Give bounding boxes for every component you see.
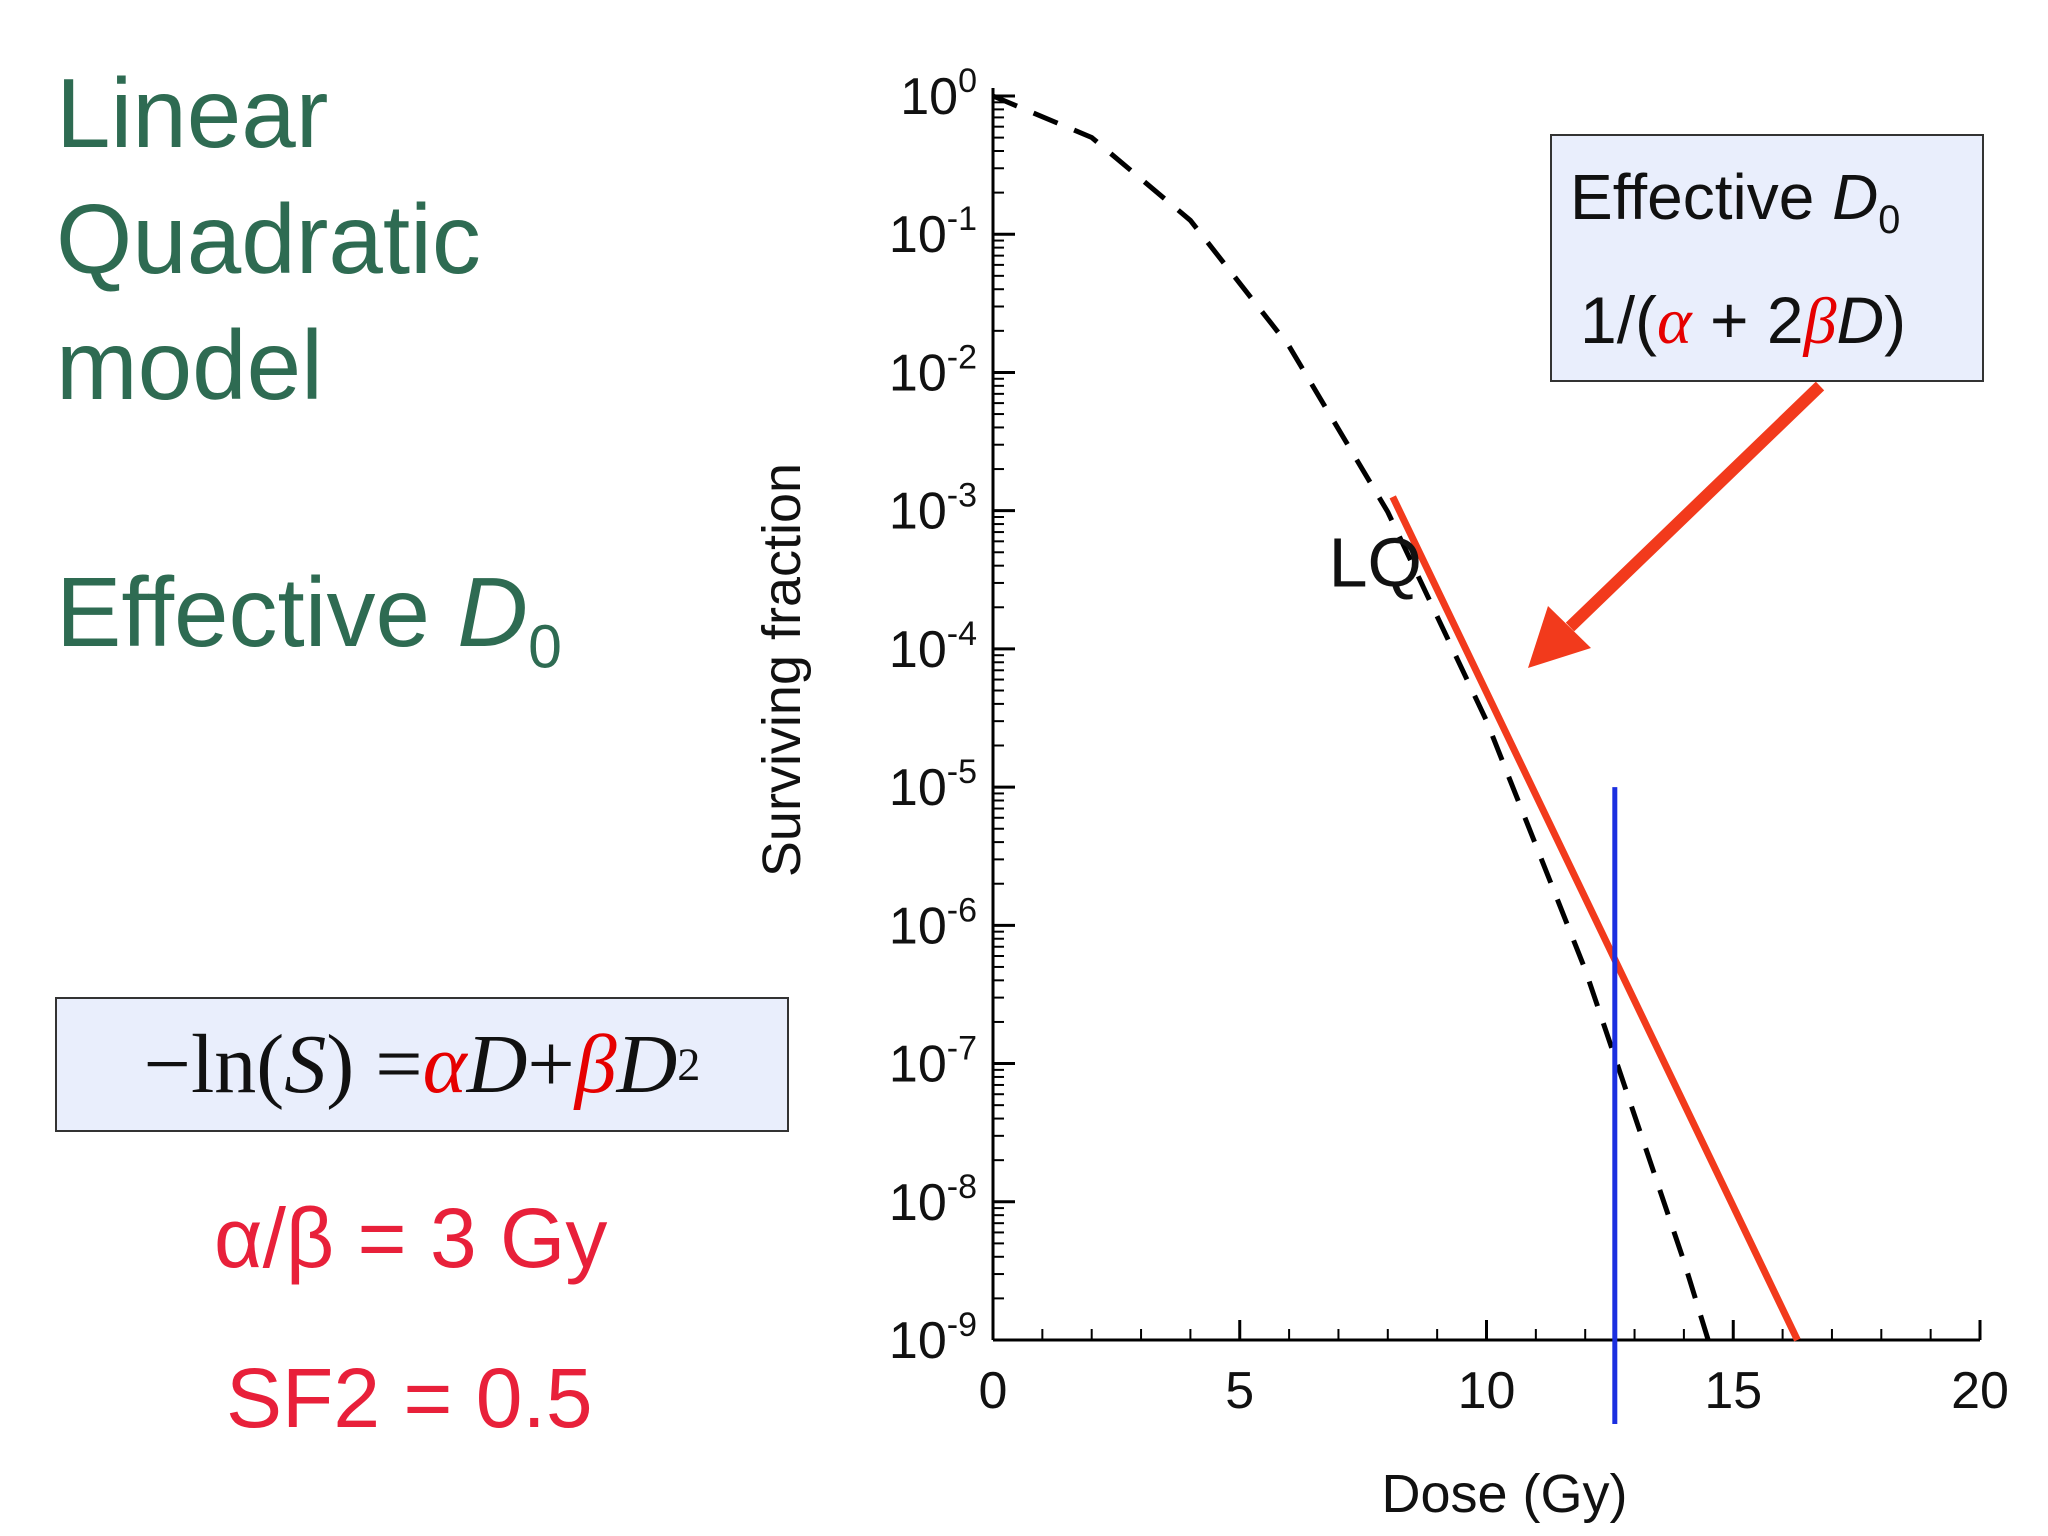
x-tick-label: 10 [1458,1362,1516,1420]
eq-close: ) = [326,1018,423,1111]
y-axis-label: Surviving fraction [752,463,812,877]
effective-d0-heading: Effective D0 [56,556,562,681]
x-axis-label: Dose (Gy) [1381,1464,1627,1524]
y-tick-label: 10-1 [889,200,977,264]
title-line-2: Quadratic [56,184,481,294]
eq-lhs: −ln( [143,1018,285,1111]
y-tick-label: 10-5 [889,753,977,817]
y-tick-label: 10-2 [889,338,977,402]
alpha-beta-ratio: α/β = 3 Gy [214,1191,608,1285]
y-tick-label: 10-3 [889,477,977,541]
effective-symbol: D [457,557,529,667]
annotation-arrow-head [1528,606,1591,668]
eq-plus: + [527,1018,575,1111]
title-line-1: Linear [56,58,329,168]
lq-curve-series [992,93,1712,1342]
formula-prefix: 1/( [1580,283,1658,357]
annotation-symbol: D [1832,161,1879,233]
sf2-value: SF2 = 0.5 [226,1351,593,1445]
eq-exponent: 2 [677,1039,701,1090]
formula-suffix: ) [1884,283,1907,357]
effective-subscript: 0 [528,612,562,681]
y-tick-label: 10-8 [889,1168,977,1232]
effective-label: Effective [56,557,458,667]
x-tick-label: 5 [1225,1362,1254,1420]
lq-curve-label: LQ [1329,524,1422,602]
formula-beta: β [1803,285,1837,358]
title-line-3: model [56,310,323,420]
annotation-subscript: 0 [1878,197,1901,242]
effective-d0-tangent-series [1389,495,1801,1342]
eq-s: S [284,1018,327,1111]
formula-d: D [1836,283,1885,357]
x-tick-label: 20 [1951,1362,2009,1420]
y-tick-label: 10-9 [889,1306,977,1370]
formula-alpha: α [1657,285,1692,358]
annotation-title-label: Effective [1570,161,1833,233]
x-tick-label: 15 [1704,1362,1762,1420]
eq-d2: D [616,1018,678,1111]
y-tick-label: 10-6 [889,891,977,955]
eq-alpha: α [422,1018,467,1111]
annotation-title: Effective D0 [1570,160,1900,243]
formula-mid: + 2 [1691,283,1804,357]
annotation-arrow-shaft [1565,381,1825,632]
y-tick-label: 100 [900,62,977,126]
eq-beta: β [574,1018,617,1111]
annotation-formula: 1/(α + 2βD) [1580,282,1906,360]
x-tick-label: 0 [979,1362,1008,1420]
effective-d0-annotation: Effective D0 1/(α + 2βD) [1550,134,1984,382]
y-tick-label: 10-7 [889,1030,977,1094]
eq-d1: D [466,1018,528,1111]
y-tick-label: 10-4 [889,615,977,679]
